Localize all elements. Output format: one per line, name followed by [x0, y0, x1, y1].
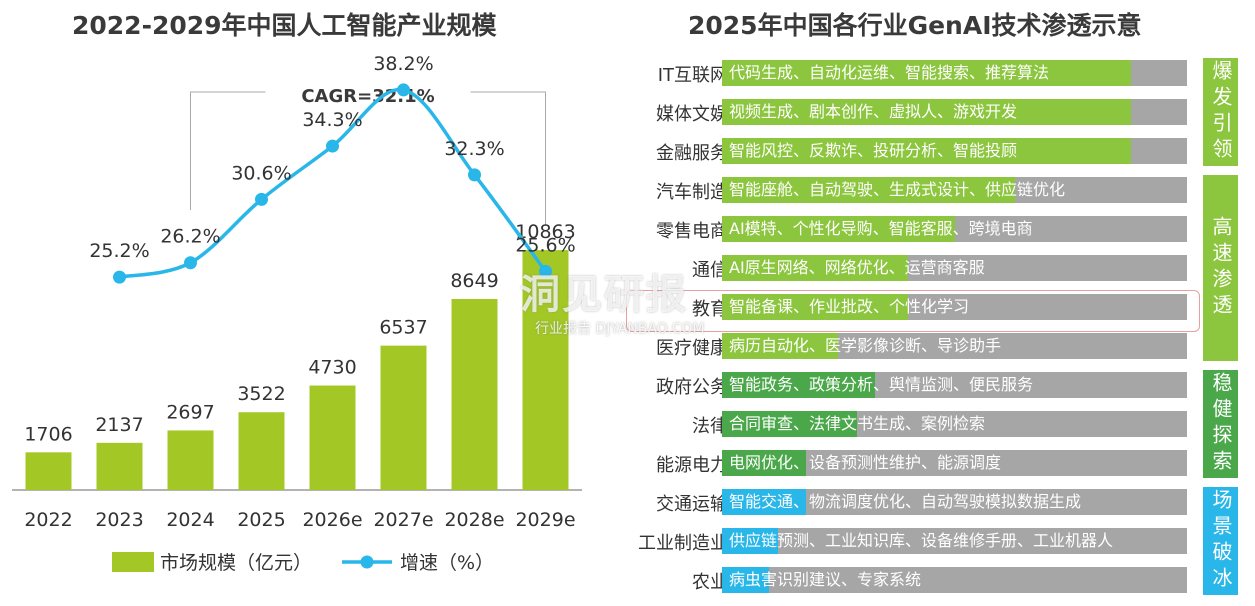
stage-label: 场景破冰 [1203, 487, 1238, 595]
legend-line-marker [360, 555, 374, 569]
bar-value-label: 4730 [308, 357, 356, 379]
watermark: 洞见研报 [520, 272, 688, 318]
x-tick-label: 2027e [373, 509, 433, 531]
x-tick-label: 2022 [24, 509, 72, 531]
industry-label: IT互联网 [657, 65, 728, 86]
industry-label: 媒体文娱 [656, 104, 728, 125]
x-tick-label: 2029e [515, 509, 575, 531]
x-tick-label: 2028e [444, 509, 504, 531]
growth-value-label: 30.6% [231, 162, 291, 184]
bar-2024 [167, 430, 214, 490]
growth-point-2024 [184, 256, 197, 270]
bar-2023 [96, 442, 143, 490]
stage-label: 稳健探索 [1203, 370, 1238, 478]
industry-label: 农业 [692, 572, 728, 593]
industry-label: 金融服务 [656, 143, 728, 164]
growth-value-label: 34.3% [302, 109, 362, 131]
industry-label: 能源电力 [656, 455, 728, 476]
bar-value-label: 2137 [95, 414, 143, 436]
bar-value-label: 3522 [237, 383, 285, 405]
bar-2029e [522, 250, 569, 490]
penetration-bar-text: 病虫害识别建议、专家系统 [729, 570, 922, 589]
cagr-bracket-right [470, 91, 546, 225]
penetration-bar-fill [722, 99, 1132, 125]
right-chart-title: 2025年中国各行业GenAI技术渗透示意 [688, 11, 1142, 40]
bar-value-label: 6537 [379, 317, 427, 339]
penetration-bar-fill [722, 138, 1132, 164]
penetration-bar-text: 智能座舱、自动驾驶、生成式设计、供应链优化 [729, 180, 1066, 199]
industry-label: 法律 [692, 416, 728, 437]
bar-2028e [451, 299, 498, 490]
growth-point-2023 [113, 270, 126, 284]
penetration-bar-text: 智能风控、反欺诈、投研分析、智能投顾 [729, 141, 1018, 160]
penetration-bar-fill [722, 411, 857, 437]
x-tick-label: 2023 [95, 509, 143, 531]
penetration-bar-text: 合同审查、法律文书生成、案例检索 [729, 414, 986, 433]
education-highlight-box [626, 290, 1200, 332]
growth-value-label: 38.2% [373, 53, 433, 75]
industry-label: 工业制造业 [638, 533, 728, 554]
penetration-bar-text: 病历自动化、医学影像诊断、导诊助手 [729, 336, 1002, 355]
penetration-bar-text: 视频生成、剧本创作、虚拟人、游戏开发 [729, 102, 1018, 121]
penetration-bar-fill [722, 528, 778, 554]
x-tick-label: 2024 [166, 509, 214, 531]
bar-2026e [309, 385, 356, 490]
growth-value-label: 25.2% [89, 240, 149, 262]
cagr-bracket-left [190, 91, 266, 210]
penetration-bar-fill [722, 450, 806, 476]
penetration-bar-text: 代码生成、自动化运维、智能搜索、推荐算法 [729, 63, 1050, 82]
x-tick-label: 2025 [237, 509, 285, 531]
left-chart-title: 2022-2029年中国人工智能产业规模 [72, 11, 497, 40]
penetration-bar-fill [722, 294, 908, 320]
watermark-subtitle: 行业报告 DJYANBAO.COM [535, 321, 705, 337]
industry-label: 通信 [692, 260, 728, 281]
penetration-bar-text: 智能政务、政策分析、舆情监测、便民服务 [729, 375, 1034, 394]
industry-label: 医疗健康 [656, 338, 728, 359]
penetration-bar-fill [722, 60, 1132, 86]
legend-line-label: 增速（%） [400, 552, 494, 574]
legend-bar-swatch [112, 552, 154, 572]
penetration-bar-text: 电网优化、设备预测性维护、能源调度 [729, 453, 1002, 472]
industry-label: 教育 [692, 299, 728, 320]
market-size-chart: CAGR=32.1%170620222137202326972024352220… [12, 53, 582, 574]
bar-2027e [380, 345, 427, 490]
penetration-bar-text: AI原生网络、网络优化、运营商客服 [729, 258, 985, 277]
growth-point-2026e [326, 139, 339, 153]
growth-value-label: 32.3% [444, 138, 504, 160]
penetration-bar-track [722, 567, 1187, 593]
stage-label: 高速渗透 [1203, 175, 1238, 361]
penetration-bar-fill [722, 567, 769, 593]
penetration-bar-fill [722, 216, 955, 242]
penetration-bar-text: AI模特、个性化导购、智能客服、跨境电商 [729, 219, 1033, 238]
legend-bar-label: 市场规模（亿元） [160, 552, 312, 574]
penetration-bar-fill [722, 177, 1015, 203]
industry-label: 零售电商 [656, 221, 728, 242]
x-tick-label: 2026e [302, 509, 362, 531]
penetration-bar-fill [722, 489, 806, 515]
penetration-bar-text: 智能备课、作业批改、个性化学习 [729, 297, 970, 316]
bar-value-label: 2697 [166, 401, 214, 423]
growth-value-label: 25.6% [515, 234, 575, 256]
growth-point-2027e [397, 83, 410, 97]
bar-value-label: 10863 [515, 221, 575, 243]
bar-value-label: 8649 [450, 270, 498, 292]
penetration-bar-text: 供应链预测、工业知识库、设备维修手册、工业机器人 [729, 531, 1114, 550]
industry-label: 汽车制造 [656, 182, 728, 203]
bar-2025 [238, 412, 285, 490]
bar-value-label: 1706 [24, 423, 72, 445]
growth-value-label: 26.2% [160, 226, 220, 248]
penetration-bar-fill [722, 255, 908, 281]
growth-point-2028e [468, 168, 481, 182]
industry-label: 交通运输 [656, 494, 728, 515]
penetration-bar-fill [722, 333, 839, 359]
bar-2022 [25, 452, 72, 490]
penetration-bar-fill [722, 372, 876, 398]
penetration-bar-track [722, 528, 1187, 554]
growth-point-2029e [539, 264, 552, 278]
growth-point-2025 [255, 192, 268, 206]
penetration-bar-text: 智能交通、物流调度优化、自动驾驶模拟数据生成 [729, 492, 1082, 511]
industry-label: 政府公务 [656, 377, 728, 398]
stage-label: 爆发引领 [1203, 58, 1238, 166]
